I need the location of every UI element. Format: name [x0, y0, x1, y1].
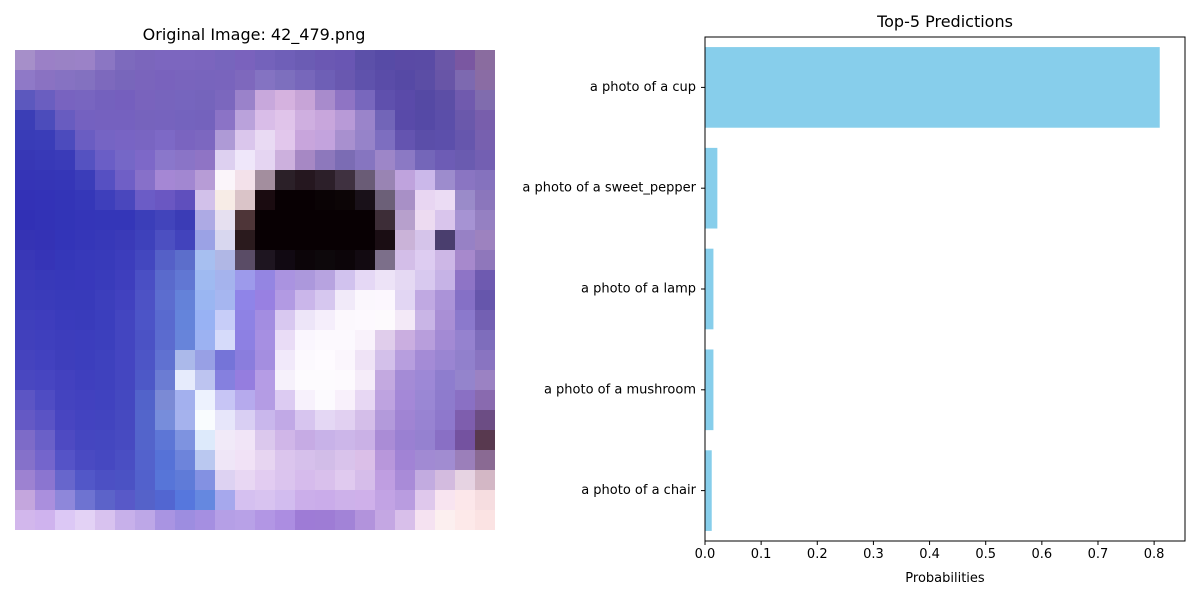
x-tick-label: 0.4 [919, 547, 940, 562]
y-tick-label: a photo of a sweet_pepper [522, 181, 696, 196]
x-tick-label: 0.5 [975, 547, 996, 562]
plot-frame [704, 36, 1186, 542]
bar [705, 248, 714, 330]
y-tick-label: a photo of a chair [581, 483, 696, 498]
original-image-pixels [15, 50, 495, 530]
x-tick-label: 0.0 [695, 547, 716, 562]
x-tick-label: 0.3 [863, 547, 884, 562]
y-tick-label: a photo of a mushroom [544, 382, 696, 397]
y-tick-label: a photo of a cup [590, 80, 696, 95]
bar [705, 47, 1160, 128]
x-tick-label: 0.7 [1088, 547, 1109, 562]
bar [705, 147, 718, 229]
x-tick-label: 0.6 [1031, 547, 1052, 562]
y-tick-label: a photo of a lamp [581, 282, 696, 297]
x-tick-label: 0.8 [1144, 547, 1165, 562]
x-axis-label: Probabilities [905, 571, 985, 586]
chart-title: Top-5 Predictions [877, 12, 1013, 31]
image-title: Original Image: 42_479.png [142, 25, 366, 44]
original-image [15, 50, 495, 530]
x-tick-label: 0.2 [807, 547, 828, 562]
bar [705, 349, 714, 431]
bar [705, 450, 712, 531]
x-tick-label: 0.1 [751, 547, 772, 562]
